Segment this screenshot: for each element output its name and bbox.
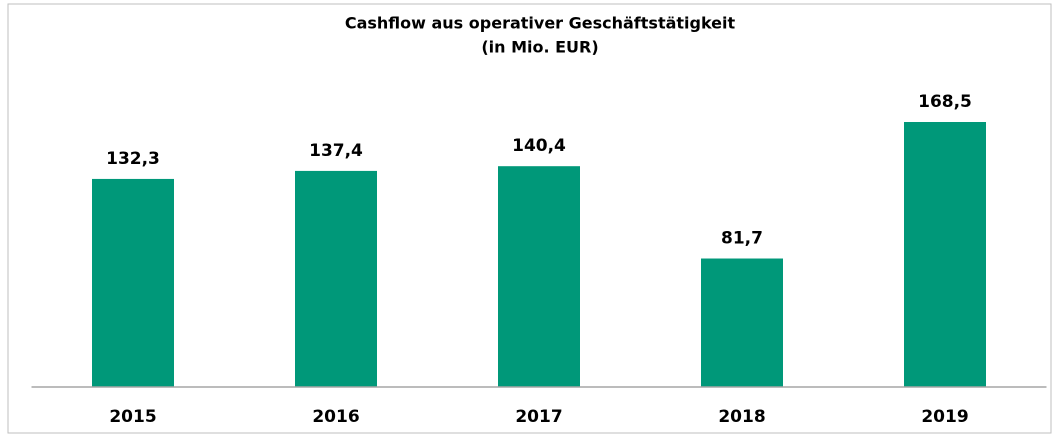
bar: [701, 258, 783, 387]
bar: [904, 122, 986, 387]
x-tick-label: 2019: [921, 407, 968, 427]
chart-subtitle: (in Mio. EUR): [481, 38, 598, 57]
data-label: 168,5: [918, 92, 972, 112]
data-label: 132,3: [106, 149, 160, 169]
x-tick-label: 2015: [109, 407, 156, 427]
bar: [92, 178, 174, 387]
x-tick-label: 2018: [718, 407, 765, 427]
data-label: 81,7: [721, 229, 763, 249]
bar: [498, 166, 580, 387]
bar: [295, 170, 377, 387]
data-label: 140,4: [512, 136, 566, 156]
x-tick-label: 2017: [515, 407, 562, 427]
data-label: 137,4: [309, 141, 363, 161]
x-tick-label: 2016: [312, 407, 359, 427]
chart-title: Cashflow aus operativer Geschäftstätigke…: [345, 14, 736, 33]
